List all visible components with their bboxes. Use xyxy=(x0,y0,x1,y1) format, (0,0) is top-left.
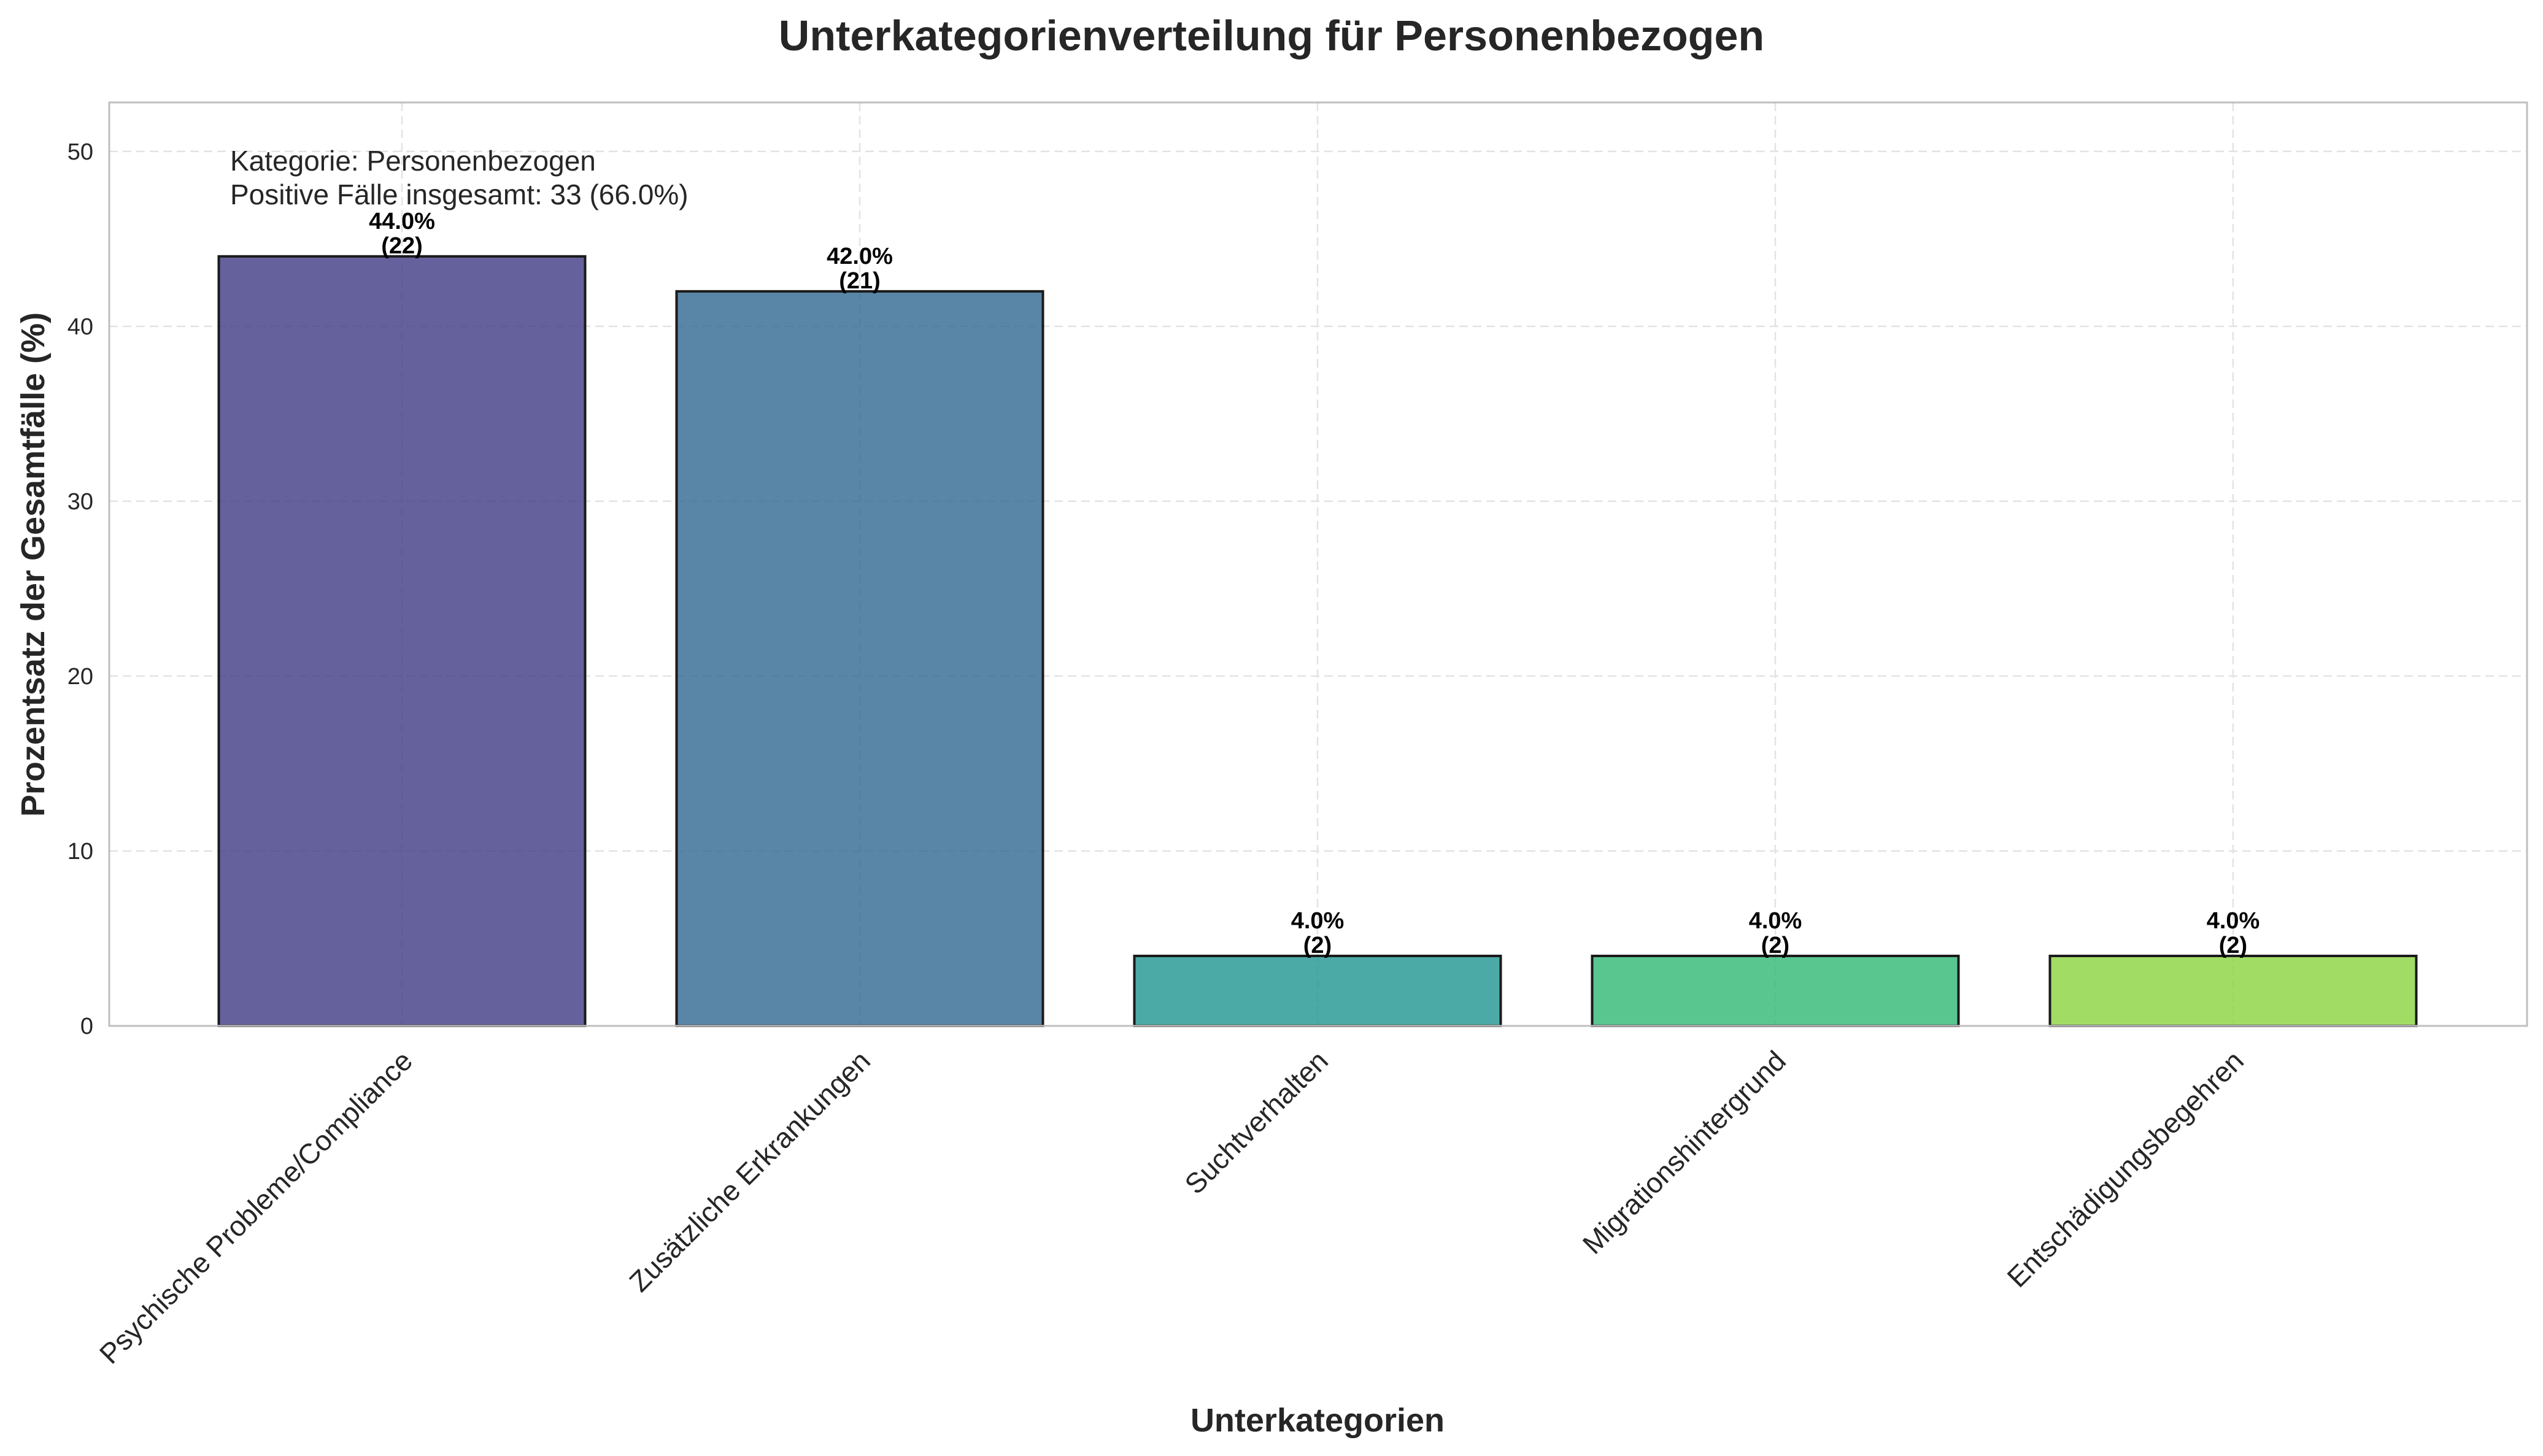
y-axis-label: Prozentsatz der Gesamtfälle (%) xyxy=(15,312,52,817)
x-tick-label: Entschädigungsbegehren xyxy=(2001,1044,2250,1293)
bar-count-label: (2) xyxy=(1303,933,1332,958)
y-tick-label: 20 xyxy=(68,664,93,690)
y-axis-ticks: 0 10 20 30 40 50 xyxy=(68,139,93,1039)
bars-layer xyxy=(217,255,2418,1028)
y-tick-label: 0 xyxy=(80,1014,93,1039)
x-axis-ticks: Psychische Probleme/Compliance Zusätzlich… xyxy=(93,1044,2250,1369)
bar-value-label: 4.0% xyxy=(1749,908,1802,934)
x-tick-label: Migrationshintergrund xyxy=(1576,1044,1792,1260)
x-tick-label: Psychische Probleme/Compliance xyxy=(93,1044,419,1369)
plot-frame xyxy=(108,101,2528,1027)
bar-count-label: (2) xyxy=(2219,933,2247,958)
y-tick-label: 40 xyxy=(68,314,93,340)
y-tick-label: 30 xyxy=(68,489,93,515)
x-tick-label: Zusätzliche Erkrankungen xyxy=(623,1044,876,1298)
bar xyxy=(1133,954,1502,1028)
bar-count-label: (2) xyxy=(1761,933,1789,958)
annotation-line-1: Kategorie: Personenbezogen xyxy=(230,145,596,177)
bar xyxy=(2048,954,2418,1028)
bar-value-label: 4.0% xyxy=(2207,908,2260,934)
bar xyxy=(675,290,1044,1027)
bar-count-label: (21) xyxy=(839,268,881,294)
annotation-line-2: Positive Fälle insgesamt: 33 (66.0%) xyxy=(230,179,689,210)
bar xyxy=(217,255,587,1027)
bar xyxy=(1591,954,1960,1028)
x-tick-label: Suchtverhalten xyxy=(1178,1044,1334,1200)
bar-value-label: 4.0% xyxy=(1291,908,1345,934)
y-tick-label: 10 xyxy=(68,839,93,865)
bar-count-label: (22) xyxy=(381,233,423,259)
bar-labels: 44.0%(22) 42.0%(21)4.0%(2)4.0%(2)4.0%(2) xyxy=(369,209,2259,958)
bar-value-label: 44.0% xyxy=(369,209,435,234)
y-tick-label: 50 xyxy=(68,139,93,165)
bar-value-label: 42.0% xyxy=(827,244,893,269)
x-axis-label: Unterkategorien xyxy=(1190,1402,1445,1439)
chart-title: Unterkategorienverteilung für Personenbe… xyxy=(779,12,1764,60)
